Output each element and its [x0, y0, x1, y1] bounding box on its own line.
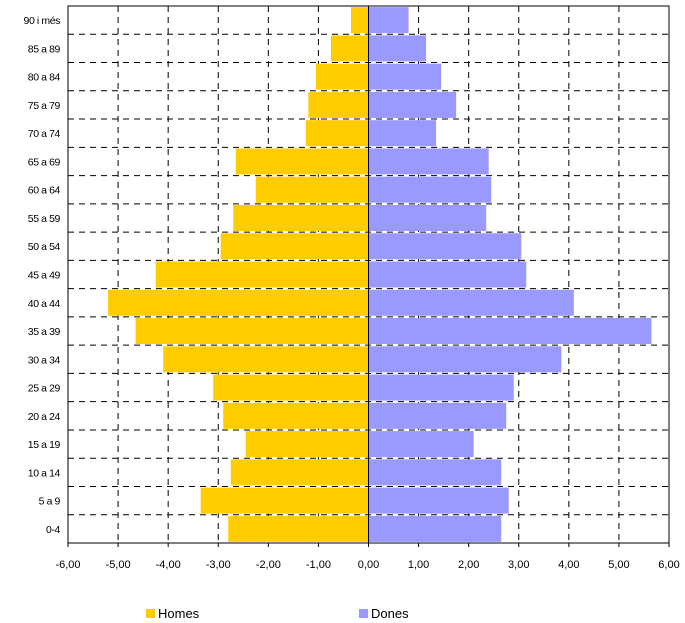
bar-homes-11	[135, 318, 369, 345]
bar-dones-6	[368, 176, 492, 203]
x-tick-label: 1,00	[408, 559, 429, 571]
bar-dones-3	[368, 91, 457, 118]
bar-homes-8	[220, 233, 369, 260]
y-category-label: 65 a 69	[28, 156, 61, 168]
y-category-label: 30 a 34	[28, 354, 61, 366]
y-category-label: 40 a 44	[28, 298, 61, 310]
bar-dones-12	[368, 346, 562, 373]
bar-dones-15	[368, 431, 474, 458]
x-tick-label: -1,00	[306, 559, 331, 571]
y-category-label: 80 a 84	[28, 72, 61, 84]
legend-dones-label: Dones	[371, 606, 409, 621]
x-tick-label: -2,00	[256, 559, 281, 571]
y-category-label: 35 a 39	[28, 326, 61, 338]
bar-dones-10	[368, 289, 574, 316]
y-category-label: 55 a 59	[28, 213, 61, 225]
legend-homes: Homes	[146, 606, 199, 621]
bar-homes-18	[228, 515, 369, 542]
bar-dones-2	[368, 63, 442, 90]
bar-dones-9	[368, 261, 527, 288]
bar-dones-14	[368, 402, 507, 429]
bar-homes-2	[315, 63, 369, 90]
bar-dones-18	[368, 515, 502, 542]
y-category-label: 50 a 54	[28, 241, 61, 253]
x-tick-label: -6,00	[55, 559, 80, 571]
y-category-label: 20 a 24	[28, 411, 61, 423]
bar-dones-4	[368, 120, 437, 147]
bar-dones-5	[368, 148, 489, 175]
bar-homes-12	[163, 346, 369, 373]
x-tick-label: 4,00	[558, 559, 579, 571]
bar-homes-17	[200, 487, 369, 514]
legend-homes-swatch	[146, 609, 155, 618]
bar-homes-3	[308, 91, 369, 118]
bar-dones-11	[368, 318, 652, 345]
legend-dones-swatch	[359, 609, 368, 618]
bar-homes-6	[255, 176, 369, 203]
x-tick-label: 0,00	[358, 559, 379, 571]
bar-homes-1	[330, 35, 369, 62]
y-category-label: 5 a 9	[39, 496, 61, 508]
bar-dones-8	[368, 233, 522, 260]
y-category-label: 85 a 89	[28, 43, 61, 55]
bar-homes-15	[245, 431, 369, 458]
x-tick-label: 3,00	[508, 559, 529, 571]
bar-homes-14	[223, 402, 369, 429]
y-category-label: 75 a 79	[28, 100, 61, 112]
y-category-label: 60 a 64	[28, 185, 61, 197]
y-category-label: 10 a 14	[28, 467, 61, 479]
y-category-label: 15 a 19	[28, 439, 61, 451]
bar-dones-1	[368, 35, 427, 62]
bar-homes-13	[213, 374, 369, 401]
bar-homes-5	[235, 148, 369, 175]
bar-homes-16	[230, 459, 369, 486]
bar-homes-0	[350, 7, 369, 34]
y-category-label: 0-4	[46, 524, 61, 536]
bar-dones-0	[368, 7, 409, 34]
legend-dones: Dones	[359, 606, 409, 621]
bar-homes-9	[155, 261, 369, 288]
y-category-label: 45 a 49	[28, 270, 61, 282]
x-tick-label: -4,00	[156, 559, 181, 571]
y-category-label: 90 i més	[24, 15, 61, 27]
x-tick-label: 6,00	[658, 559, 679, 571]
y-category-label: 25 a 29	[28, 383, 61, 395]
bar-homes-10	[108, 289, 369, 316]
x-tick-label: -5,00	[106, 559, 131, 571]
bar-dones-7	[368, 204, 487, 231]
bar-dones-16	[368, 459, 502, 486]
y-category-label: 70 a 74	[28, 128, 61, 140]
bar-dones-13	[368, 374, 514, 401]
bar-dones-17	[368, 487, 509, 514]
bar-homes-7	[233, 204, 369, 231]
legend-homes-label: Homes	[158, 606, 200, 621]
x-tick-label: 2,00	[458, 559, 479, 571]
x-tick-label: 5,00	[608, 559, 629, 571]
x-tick-label: -3,00	[206, 559, 231, 571]
bar-homes-4	[305, 120, 369, 147]
